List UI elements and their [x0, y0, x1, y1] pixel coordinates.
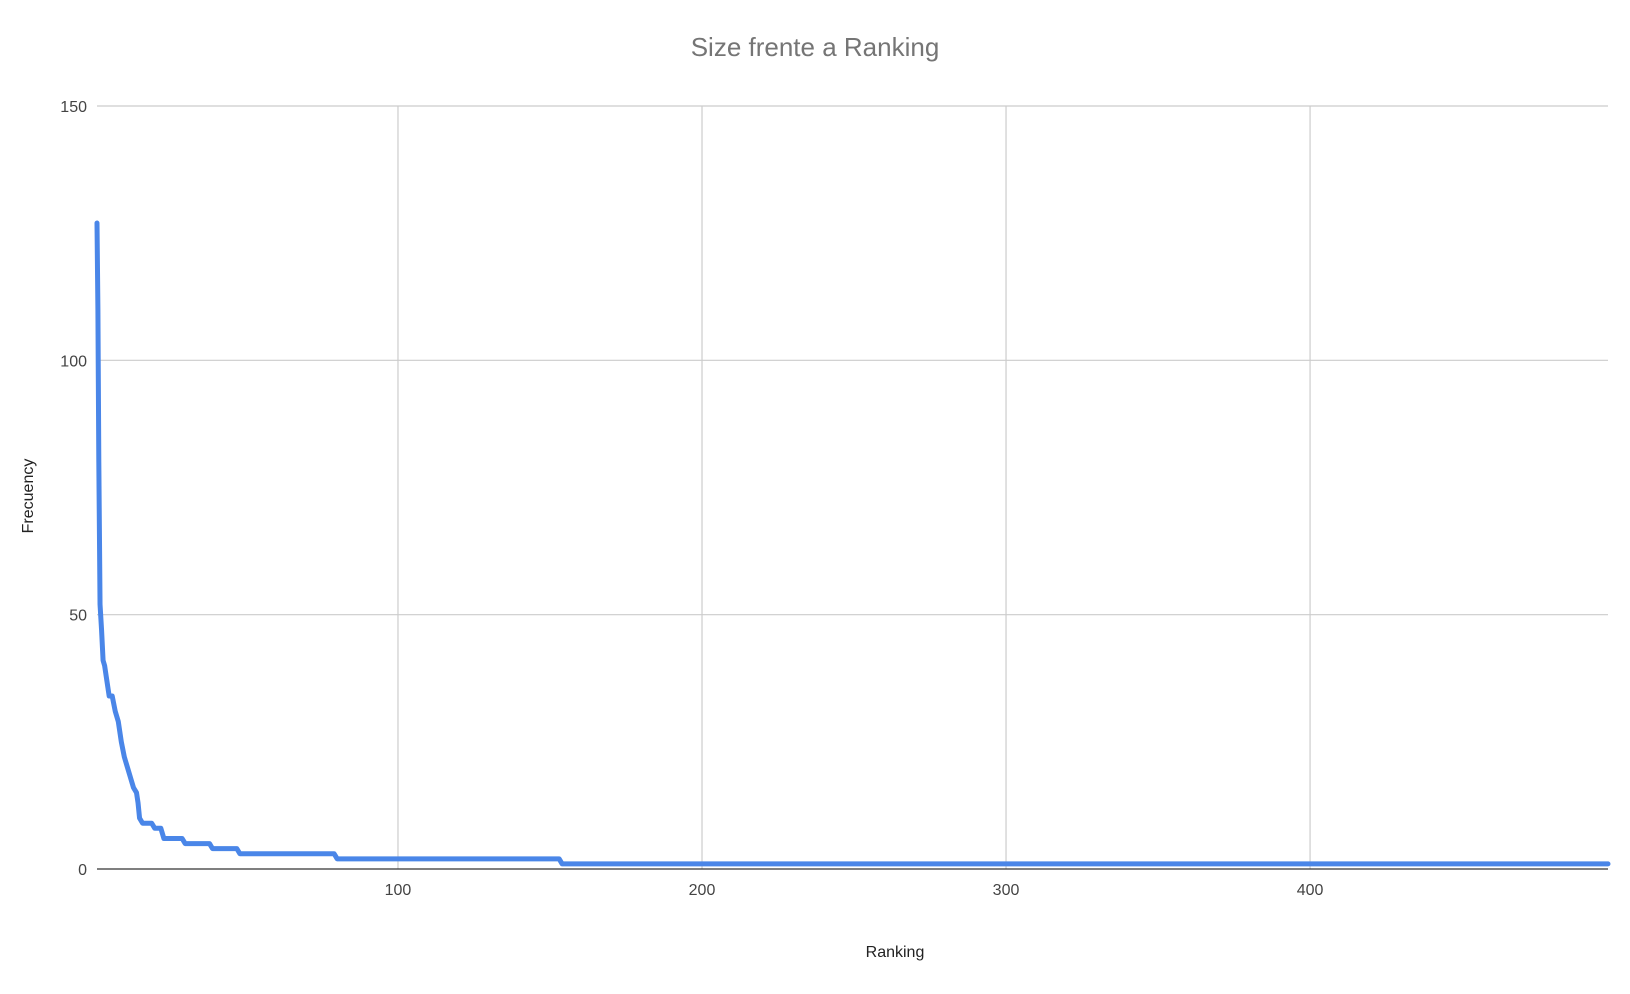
x-axis-title: Ranking [866, 944, 925, 961]
x-tick-label: 300 [993, 882, 1020, 899]
data-point [165, 836, 169, 840]
tick-label-layer: 0 50 100 150 100 200 300 400 [60, 99, 1323, 899]
data-point [135, 791, 139, 795]
y-tick-label: 50 [69, 608, 87, 625]
data-point [138, 816, 142, 820]
data-point [119, 740, 123, 744]
data-point [100, 628, 104, 632]
data-point [238, 852, 242, 856]
data-point [183, 842, 187, 846]
data-point [207, 842, 211, 846]
data-point [96, 307, 100, 311]
data-point [95, 221, 99, 225]
data-point [101, 658, 105, 662]
data-point [113, 709, 117, 713]
data-point [131, 786, 135, 790]
data-point [211, 847, 215, 851]
data-point [125, 765, 129, 769]
x-tick-label: 400 [1297, 882, 1324, 899]
data-point [335, 857, 339, 861]
series-line [94, 220, 1611, 867]
data-point [235, 847, 239, 851]
data-point [122, 755, 126, 759]
y-tick-label: 100 [60, 353, 87, 370]
data-point [557, 857, 561, 861]
data-point [1606, 862, 1610, 866]
data-point [104, 674, 108, 678]
data-point [180, 836, 184, 840]
data-point [98, 602, 102, 606]
chart-title: Size frente a Ranking [691, 32, 940, 62]
y-tick-label: 0 [78, 862, 87, 879]
data-point [332, 852, 336, 856]
data-point [159, 826, 163, 830]
data-point [128, 775, 132, 779]
data-point [116, 719, 120, 723]
y-axis-title: Frecuency [20, 459, 37, 534]
data-point [136, 801, 140, 805]
grid-layer [97, 105, 1608, 869]
data-point [103, 664, 107, 668]
data-point [110, 694, 114, 698]
data-point [560, 862, 564, 866]
data-point [150, 821, 154, 825]
y-tick-label: 150 [60, 99, 87, 116]
data-point [97, 460, 101, 464]
x-tick-label: 200 [689, 882, 716, 899]
x-tick-label: 100 [385, 882, 412, 899]
